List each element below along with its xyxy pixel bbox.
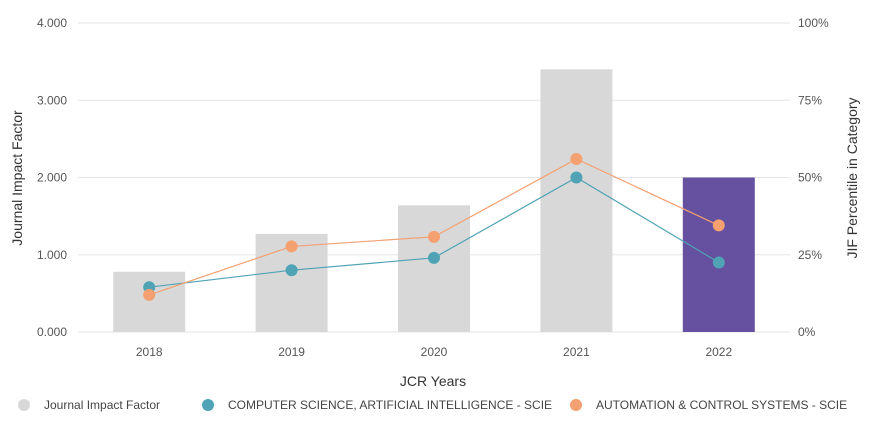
x-tick-label: 2021 (563, 345, 590, 359)
y2-tick-label: 100% (798, 16, 829, 30)
jif-chart: 0.000 1.000 2.000 3.000 4.000 0% 25% 50% 75% 100… (9, 16, 860, 389)
legend-dot-icon (18, 399, 30, 411)
legend-dot-icon (570, 399, 582, 411)
y2-tick-label: 50% (798, 171, 822, 185)
x-axis-title: JCR Years (400, 373, 466, 389)
x-tick-label: 2022 (705, 345, 732, 359)
bar-2022 (682, 177, 755, 332)
y-tick-label: 3.000 (37, 93, 67, 107)
x-tick-label: 2020 (421, 345, 448, 359)
legend-item-computer-science[interactable]: COMPUTER SCIENCE, ARTIFICIAL INTELLIGENC… (202, 398, 552, 412)
legend-item-automation[interactable]: AUTOMATION & CONTROL SYSTEMS - SCIE (570, 398, 847, 412)
y-axis-right-title: JIF Percentile in Category (844, 97, 860, 258)
y-tick-label: 4.000 (37, 16, 67, 30)
y-tick-label: 1.000 (37, 248, 67, 262)
bar-2020 (398, 205, 470, 332)
y-axis-left-ticks: 0.000 1.000 2.000 3.000 4.000 (37, 16, 67, 339)
legend-label: AUTOMATION & CONTROL SYSTEMS - SCIE (596, 398, 848, 412)
y-axis-left-title: Journal Impact Factor (9, 110, 25, 246)
x-tick-label: 2019 (278, 345, 305, 359)
legend: Journal Impact Factor COMPUTER SCIENCE, … (0, 398, 872, 424)
legend-label: COMPUTER SCIENCE, ARTIFICIAL INTELLIGENC… (228, 398, 553, 412)
x-axis-ticks: 2018 2019 2020 2021 2022 (136, 345, 733, 359)
bar-2021 (540, 69, 613, 332)
bar-2018 (113, 271, 186, 332)
point-1-2022 (712, 256, 725, 269)
y-tick-label: 2.000 (37, 171, 67, 185)
series-points (143, 152, 725, 301)
gridlines (78, 22, 790, 333)
y2-tick-label: 75% (798, 93, 822, 107)
y2-tick-label: 25% (798, 248, 822, 262)
point-2-2019 (285, 240, 298, 253)
y-tick-label: 0.000 (37, 325, 67, 339)
point-1-2021 (570, 171, 583, 184)
x-tick-label: 2018 (136, 345, 163, 359)
legend-item-jif[interactable]: Journal Impact Factor (18, 398, 160, 412)
y2-tick-label: 0% (798, 325, 816, 339)
point-2-2020 (428, 230, 440, 243)
bars (113, 69, 755, 332)
point-1-2020 (428, 251, 440, 264)
point-2-2018 (143, 288, 156, 301)
y-axis-right-ticks: 0% 25% 50% 75% 100% (798, 16, 829, 339)
point-2-2022 (712, 219, 725, 232)
legend-dot-icon (202, 399, 214, 411)
point-1-2019 (285, 264, 298, 277)
legend-label: Journal Impact Factor (44, 398, 161, 412)
point-2-2021 (570, 152, 583, 165)
